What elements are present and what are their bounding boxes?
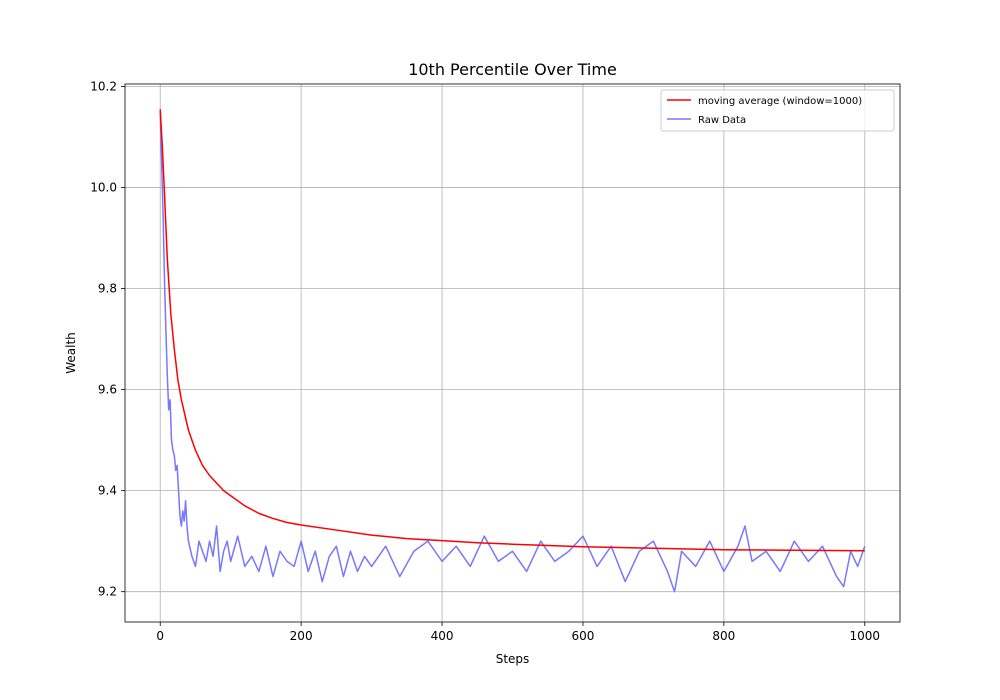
x-axis-label: Steps [496, 652, 530, 666]
raw-data-line [159, 111, 866, 593]
x-tick-label: 400 [431, 629, 454, 643]
y-tick-label: 9.2 [98, 585, 117, 599]
x-tick-label: 1000 [849, 629, 880, 643]
x-tick-label: 200 [290, 629, 313, 643]
y-tick-label: 9.8 [98, 282, 117, 296]
y-axis-label: Wealth [64, 332, 78, 374]
y-tick-label: 10.0 [90, 181, 117, 195]
y-tick-label: 10.2 [90, 80, 117, 94]
moving-average-line [159, 109, 865, 552]
axis-ticks: 0 200 400 600 800 1000 9.2 9.4 9.6 9.8 10.0 10.2 [90, 80, 880, 643]
chart-title: 10th Percentile Over Time [408, 60, 617, 79]
x-tick-label: 800 [712, 629, 735, 643]
x-tick-label: 600 [572, 629, 595, 643]
grid [125, 84, 900, 622]
legend: moving average (window=1000) Raw Data [660, 89, 895, 132]
y-tick-label: 9.6 [98, 383, 117, 397]
series-layer [159, 109, 866, 593]
plot-frame [124, 83, 901, 623]
legend-label-moving-average: moving average (window=1000) [698, 96, 862, 107]
x-tick-label: 0 [156, 629, 164, 643]
legend-label-raw-data: Raw Data [698, 115, 746, 126]
y-tick-label: 9.4 [98, 484, 117, 498]
legend-box [660, 89, 895, 132]
